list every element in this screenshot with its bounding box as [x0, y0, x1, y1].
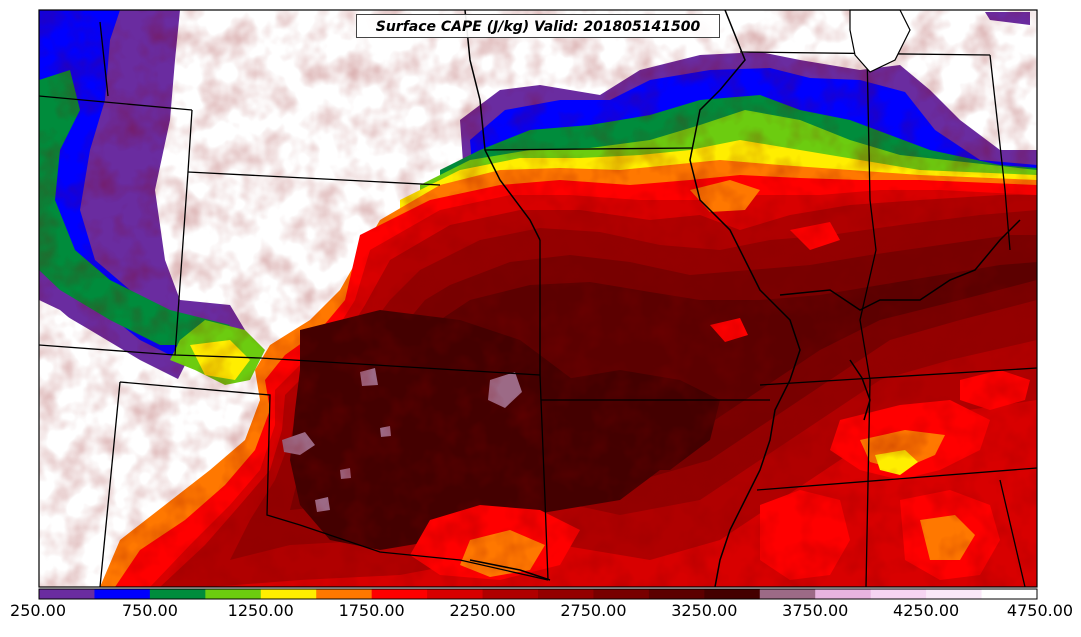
colorbar-tick-label: 3250.00 [671, 601, 738, 620]
colorbar-tick-label: 3750.00 [782, 601, 849, 620]
colorbar-bin [205, 589, 262, 599]
colorbar-tick-label: 4250.00 [893, 601, 960, 620]
colorbar-bin [482, 589, 539, 599]
colorbar-tick-label: 4750.00 [1006, 601, 1074, 620]
map-border [38, 9, 1038, 588]
colorbar-bin [593, 589, 650, 599]
colorbar-tick-label: 750.00 [121, 601, 178, 620]
colorbar-tick-label: 1250.00 [227, 601, 294, 620]
colorbar-tick-label: 2250.00 [449, 601, 516, 620]
cape-field [39, 10, 1037, 587]
colorbar-bin [94, 589, 151, 599]
colorbar-bin [981, 589, 1038, 599]
colorbar-bin [759, 589, 816, 599]
colorbar-bin [39, 589, 95, 599]
colorbar-bin [538, 589, 594, 599]
colorbar-bin [427, 589, 484, 599]
colorbar-tick-label: 1750.00 [338, 601, 405, 620]
colorbar-tick-label: 250.00 [10, 601, 66, 620]
colorbar-bin [149, 589, 206, 599]
colorbar-bin [704, 589, 761, 599]
colorbar-bin [926, 589, 983, 599]
colorbar-bin [648, 589, 705, 599]
colorbar [38, 588, 1038, 600]
map-title: Surface CAPE (J/kg) Valid: 201805141500 [356, 14, 720, 38]
colorbar-bin [316, 589, 373, 599]
colorbar-frame [38, 588, 1038, 600]
lake-michigan [849, 9, 911, 73]
colorbar-bin [260, 589, 317, 599]
colorbar-tick-label: 2750.00 [560, 601, 627, 620]
colorbar-bin [815, 589, 872, 599]
colorbar-bin [371, 589, 428, 599]
colorbar-bin [870, 589, 927, 599]
river-lines [464, 10, 1021, 587]
